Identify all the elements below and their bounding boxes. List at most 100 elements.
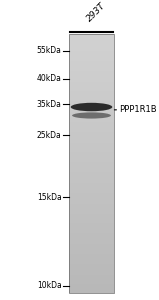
Bar bbox=[69, 201, 114, 202]
Bar bbox=[69, 75, 114, 76]
Bar bbox=[69, 214, 114, 215]
Bar bbox=[69, 103, 114, 104]
Bar bbox=[69, 99, 114, 100]
Bar bbox=[69, 156, 114, 157]
Bar bbox=[69, 180, 114, 181]
Bar bbox=[69, 209, 114, 210]
Bar bbox=[69, 254, 114, 255]
Bar bbox=[69, 276, 114, 278]
Bar bbox=[69, 44, 114, 45]
Bar bbox=[69, 73, 114, 74]
Bar bbox=[69, 206, 114, 207]
Bar bbox=[69, 184, 114, 185]
Bar bbox=[69, 122, 114, 123]
Bar bbox=[69, 43, 114, 44]
Bar bbox=[69, 84, 114, 86]
Bar bbox=[69, 136, 114, 137]
Bar bbox=[69, 259, 114, 261]
Bar bbox=[69, 227, 114, 228]
Bar bbox=[69, 42, 114, 43]
Bar bbox=[69, 56, 114, 57]
Bar bbox=[69, 205, 114, 206]
Bar bbox=[69, 109, 114, 110]
Bar bbox=[69, 231, 114, 232]
Bar bbox=[69, 105, 114, 106]
Bar bbox=[69, 162, 114, 164]
Bar bbox=[69, 197, 114, 198]
Bar bbox=[69, 178, 114, 179]
Bar bbox=[69, 261, 114, 262]
Bar bbox=[69, 196, 114, 197]
Bar bbox=[69, 228, 114, 230]
Bar bbox=[69, 108, 114, 109]
Bar bbox=[69, 146, 114, 148]
Bar bbox=[69, 88, 114, 89]
Bar bbox=[69, 113, 114, 114]
Bar bbox=[69, 213, 114, 214]
Bar bbox=[69, 174, 114, 175]
Bar bbox=[69, 281, 114, 283]
Bar bbox=[69, 251, 114, 253]
Bar bbox=[69, 83, 114, 84]
Bar bbox=[69, 53, 114, 55]
Bar bbox=[69, 230, 114, 231]
Bar bbox=[69, 157, 114, 158]
Bar bbox=[69, 135, 114, 136]
Bar bbox=[69, 241, 114, 242]
Bar bbox=[69, 222, 114, 223]
Text: 55kDa: 55kDa bbox=[37, 46, 62, 55]
Bar bbox=[69, 153, 114, 154]
Bar bbox=[69, 223, 114, 224]
Bar bbox=[69, 171, 114, 172]
Bar bbox=[69, 165, 114, 166]
Bar bbox=[69, 253, 114, 254]
Bar bbox=[69, 92, 114, 93]
Bar bbox=[69, 286, 114, 288]
Bar bbox=[69, 55, 114, 56]
Bar bbox=[69, 57, 114, 58]
Bar bbox=[69, 292, 114, 293]
Bar bbox=[69, 74, 114, 75]
Bar bbox=[69, 97, 114, 99]
Bar bbox=[69, 145, 114, 146]
Bar bbox=[69, 65, 114, 66]
Bar bbox=[69, 279, 114, 280]
Text: 10kDa: 10kDa bbox=[37, 281, 62, 290]
Bar bbox=[69, 203, 114, 205]
Bar bbox=[69, 258, 114, 259]
Ellipse shape bbox=[71, 103, 112, 111]
Bar bbox=[69, 79, 114, 80]
Bar bbox=[69, 71, 114, 73]
Bar bbox=[69, 34, 114, 35]
Bar bbox=[69, 164, 114, 165]
Bar bbox=[69, 49, 114, 51]
Bar bbox=[69, 114, 114, 116]
Bar bbox=[69, 250, 114, 251]
Bar bbox=[69, 40, 114, 42]
Bar bbox=[69, 93, 114, 95]
Bar bbox=[69, 140, 114, 141]
Bar bbox=[69, 283, 114, 284]
Bar bbox=[69, 118, 114, 119]
Bar bbox=[69, 76, 114, 78]
Bar bbox=[69, 244, 114, 245]
Bar bbox=[69, 134, 114, 135]
Bar bbox=[69, 61, 114, 62]
Bar bbox=[69, 34, 114, 293]
Bar bbox=[69, 219, 114, 220]
Bar bbox=[69, 70, 114, 71]
Bar bbox=[69, 87, 114, 88]
Bar bbox=[69, 193, 114, 194]
Bar bbox=[69, 271, 114, 272]
Bar bbox=[69, 232, 114, 233]
Bar bbox=[69, 51, 114, 52]
Bar bbox=[69, 218, 114, 219]
Bar bbox=[69, 263, 114, 264]
Bar bbox=[69, 288, 114, 289]
Bar bbox=[69, 152, 114, 153]
Bar bbox=[69, 242, 114, 244]
Bar bbox=[69, 106, 114, 108]
Bar bbox=[69, 194, 114, 196]
Bar bbox=[69, 85, 114, 87]
Bar bbox=[69, 127, 114, 128]
